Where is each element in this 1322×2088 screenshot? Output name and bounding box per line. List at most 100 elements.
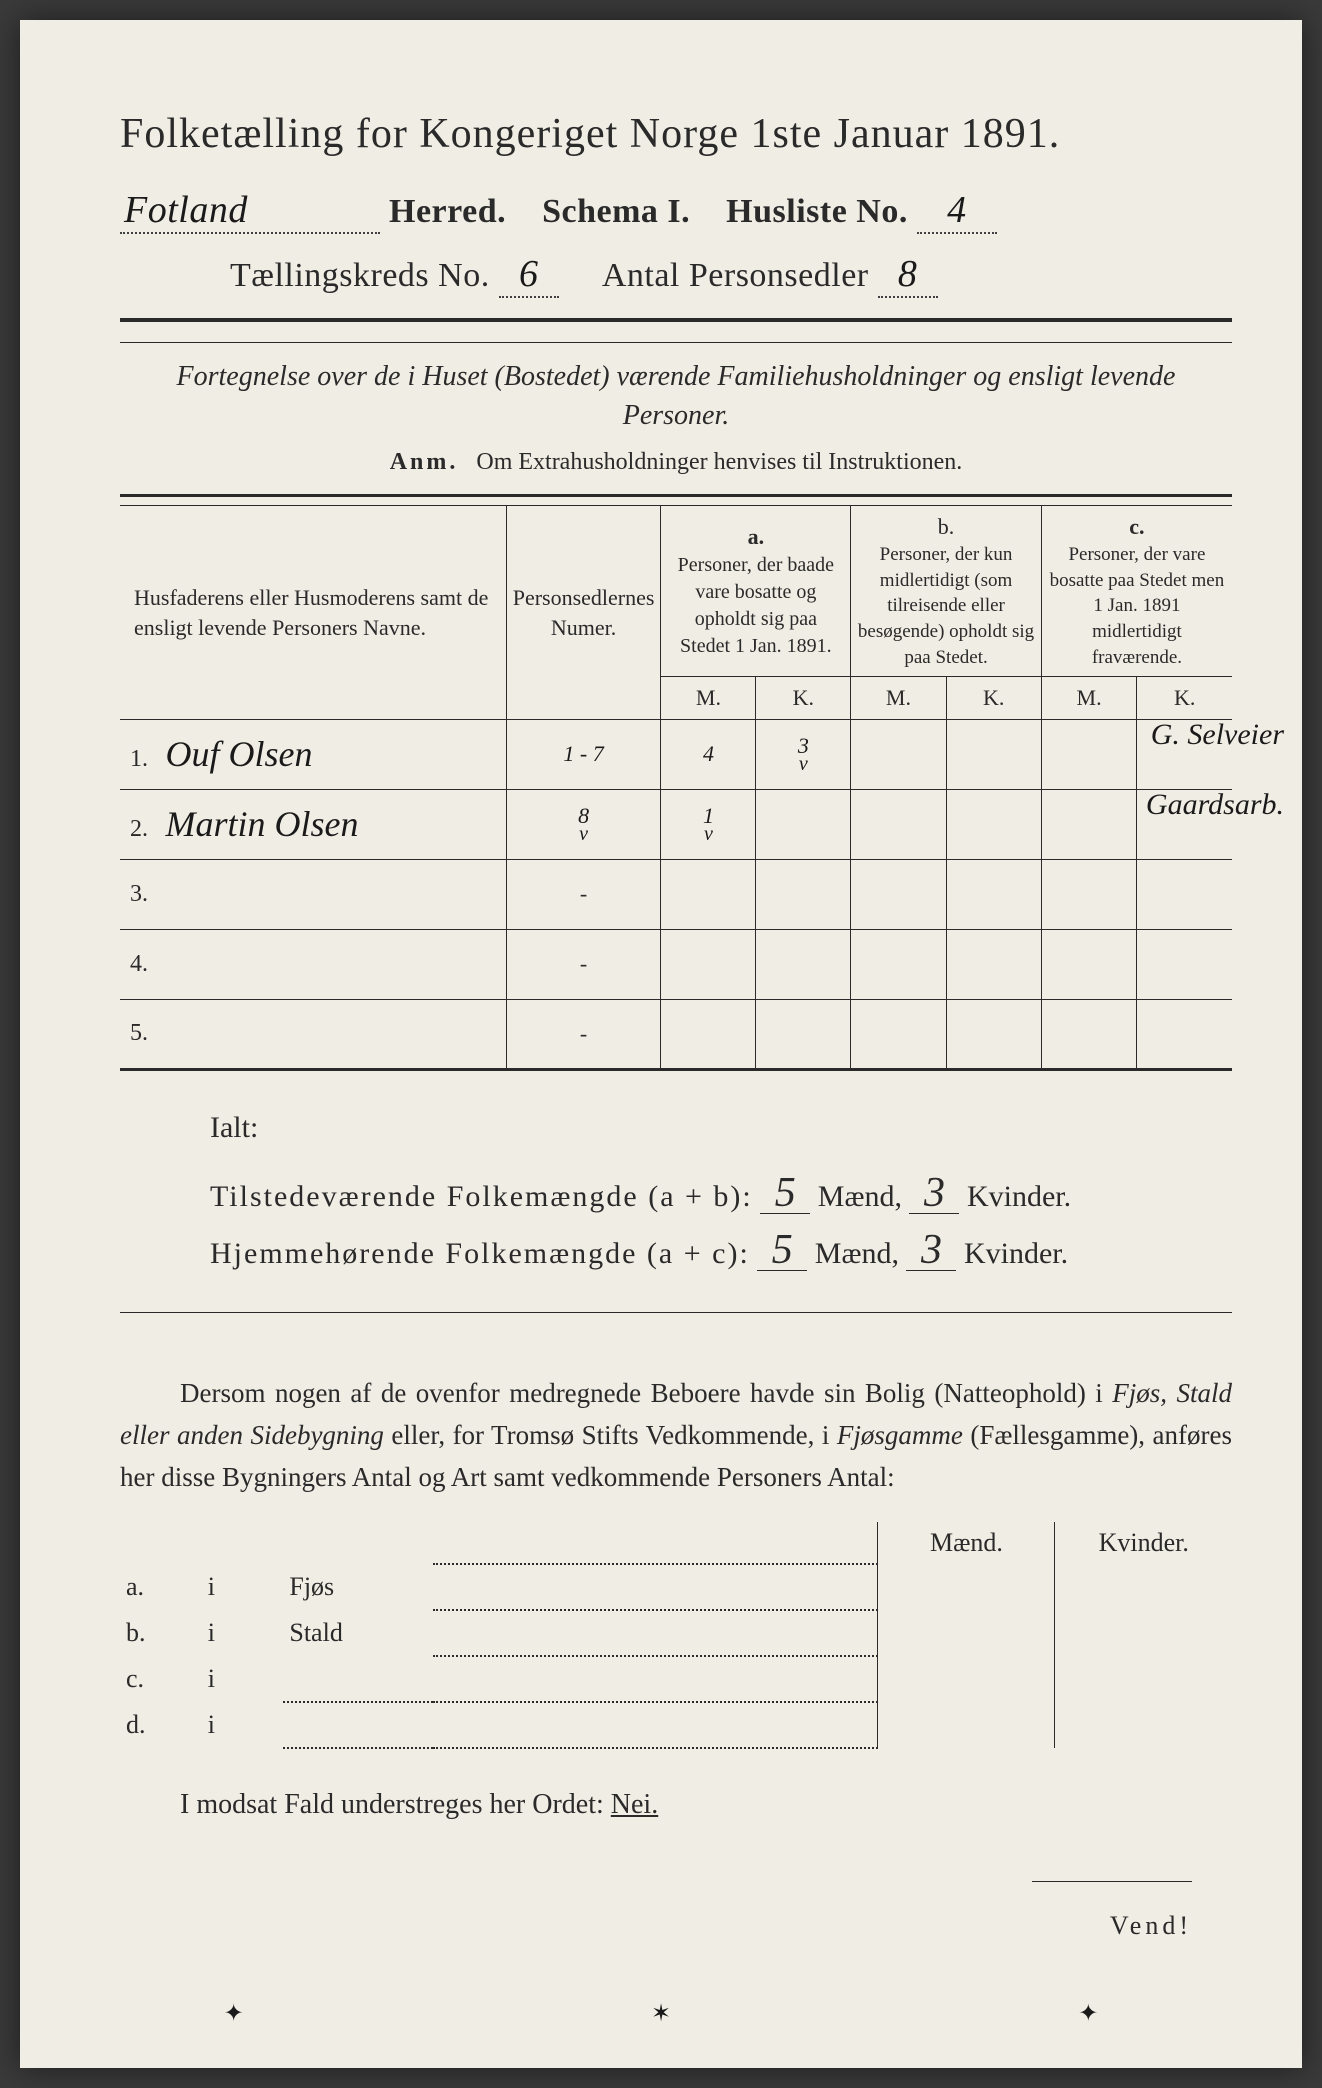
note-line: Anm. Om Extrahusholdninger henvises til … bbox=[120, 449, 1232, 476]
th-c-k: K. bbox=[1137, 677, 1232, 720]
th-b-k: K. bbox=[946, 677, 1041, 720]
cell-bk bbox=[946, 929, 1041, 999]
para-p1: Dersom nogen af de ovenfor medregnede Be… bbox=[180, 1378, 1112, 1408]
th-b-text: Personer, der kun midlertidigt (som tilr… bbox=[857, 542, 1035, 670]
side-a: a. bbox=[120, 1564, 202, 1610]
side-a: b. bbox=[120, 1610, 202, 1656]
closing-line: I modsat Fald understreges her Ordet: Ne… bbox=[120, 1789, 1232, 1821]
line2-label: Hjemmehørende Folkemængde (a + c): bbox=[210, 1237, 750, 1270]
census-form-page: Folketælling for Kongeriget Norge 1ste J… bbox=[20, 20, 1302, 2068]
cell-am bbox=[661, 999, 756, 1069]
cell-ak bbox=[756, 929, 851, 999]
side-val-k bbox=[1055, 1610, 1232, 1656]
side-dots bbox=[433, 1564, 878, 1610]
mark-icon: ✦ bbox=[224, 1999, 244, 2028]
thin-rule bbox=[120, 342, 1232, 343]
handwritten-name: Ouf Olsen bbox=[166, 734, 313, 774]
side-i: i bbox=[202, 1610, 284, 1656]
cell-cm bbox=[1041, 929, 1136, 999]
kreds-value: 6 bbox=[499, 252, 559, 298]
ialt-label: Ialt: bbox=[210, 1099, 1232, 1156]
cell-ak bbox=[756, 999, 851, 1069]
side-dots bbox=[283, 1656, 878, 1702]
mark-icon: ✦ bbox=[1078, 1999, 1098, 2028]
side-dots bbox=[433, 1522, 878, 1564]
totals-line-1: Tilstedeværende Folkemængde (a + b): 5 M… bbox=[210, 1168, 1232, 1225]
cell-ck bbox=[1137, 859, 1232, 929]
cell-ck bbox=[1137, 929, 1232, 999]
cell-name: 3. bbox=[120, 859, 506, 929]
side-label: Fjøs bbox=[283, 1564, 433, 1610]
line1-k: 3 bbox=[909, 1175, 959, 1214]
side-header: Mænd. Kvinder. bbox=[120, 1522, 1232, 1564]
para-em2: Fjøsgamme bbox=[837, 1420, 963, 1450]
side-val-k bbox=[1055, 1656, 1232, 1702]
margin-note-2: Gaardsarb. bbox=[1146, 788, 1284, 822]
cell-name: 4. bbox=[120, 929, 506, 999]
tick-mark: v bbox=[667, 823, 749, 846]
side-row: c. i bbox=[120, 1656, 1232, 1702]
th-a-k: K. bbox=[756, 677, 851, 720]
line2-k: 3 bbox=[906, 1232, 956, 1271]
table-row: 4. - bbox=[120, 929, 1232, 999]
side-a: d. bbox=[120, 1702, 202, 1748]
table-row: 2. Martin Olsen 8 v 1 v bbox=[120, 789, 1232, 859]
side-val-m bbox=[878, 1702, 1055, 1748]
side-val-k bbox=[1055, 1564, 1232, 1610]
th-num: Personsedlernes Numer. bbox=[506, 506, 661, 720]
side-blank bbox=[120, 1522, 433, 1564]
cell-num: 8 v bbox=[506, 789, 661, 859]
dersom-paragraph: Dersom nogen af de ovenfor medregnede Be… bbox=[120, 1373, 1232, 1499]
side-dots bbox=[283, 1702, 878, 1748]
side-i: i bbox=[202, 1656, 284, 1702]
side-row: b. i Stald bbox=[120, 1610, 1232, 1656]
line1-label: Tilstedeværende Folkemængde (a + b): bbox=[210, 1180, 753, 1213]
vend-rule bbox=[1032, 1881, 1192, 1882]
cell-cm bbox=[1041, 719, 1136, 789]
cell-am: 4 bbox=[661, 719, 756, 789]
totals-block: Ialt: Tilstedeværende Folkemængde (a + b… bbox=[210, 1099, 1232, 1282]
main-table: Husfaderens eller Husmoderens samt de en… bbox=[120, 505, 1232, 1071]
th-a: a. Personer, der baade vare bosatte og o… bbox=[661, 506, 851, 677]
th-b-m: M. bbox=[851, 677, 946, 720]
cell-ak bbox=[756, 789, 851, 859]
maend-label: Mænd, bbox=[815, 1237, 899, 1270]
cell-bm bbox=[851, 789, 946, 859]
th-c-m: M. bbox=[1041, 677, 1136, 720]
cell-cm bbox=[1041, 859, 1136, 929]
table-row: 3. - bbox=[120, 859, 1232, 929]
side-val-m bbox=[878, 1564, 1055, 1610]
side-val-m bbox=[878, 1656, 1055, 1702]
side-i: i bbox=[202, 1702, 284, 1748]
herred-label: Herred. bbox=[389, 193, 506, 230]
cell-num: - bbox=[506, 929, 661, 999]
kvinder-label: Kvinder. bbox=[967, 1180, 1071, 1213]
side-i: i bbox=[202, 1564, 284, 1610]
table-body: 1. Ouf Olsen 1 - 7 4 3 v 2. Martin Olsen bbox=[120, 719, 1232, 1069]
rule-group bbox=[120, 318, 1232, 343]
handwritten-name: Martin Olsen bbox=[166, 804, 359, 844]
vend-block: Vend! bbox=[120, 1881, 1232, 1941]
side-val-m bbox=[878, 1610, 1055, 1656]
herred-value: Fotland bbox=[120, 188, 380, 234]
th-a-m: M. bbox=[661, 677, 756, 720]
para-mid: eller, for Tromsø Stifts Vedkommende, i bbox=[384, 1420, 837, 1450]
cell-num: 1 - 7 bbox=[506, 719, 661, 789]
cell-bk bbox=[946, 859, 1041, 929]
table-row: 5. - bbox=[120, 999, 1232, 1069]
side-th-kvinder: Kvinder. bbox=[1055, 1522, 1232, 1564]
kvinder-label: Kvinder. bbox=[964, 1237, 1068, 1270]
th-c: c. Personer, der vare bosatte paa Stedet… bbox=[1041, 506, 1232, 677]
side-table: Mænd. Kvinder. a. i Fjøs b. i Stald c. i bbox=[120, 1522, 1232, 1749]
cell-name: 1. Ouf Olsen bbox=[120, 719, 506, 789]
cell-bm bbox=[851, 719, 946, 789]
mid-rule bbox=[120, 1312, 1232, 1313]
husliste-label: Husliste No. bbox=[726, 193, 908, 230]
mark-icon: ✶ bbox=[651, 1999, 671, 2028]
side-th-maend: Mænd. bbox=[878, 1522, 1055, 1564]
cell-bk bbox=[946, 719, 1041, 789]
tick-mark: v bbox=[513, 823, 655, 846]
cell-am: 1 v bbox=[661, 789, 756, 859]
husliste-value: 4 bbox=[917, 188, 997, 234]
th-a-text: Personer, der baade vare bosatte og opho… bbox=[667, 552, 844, 660]
